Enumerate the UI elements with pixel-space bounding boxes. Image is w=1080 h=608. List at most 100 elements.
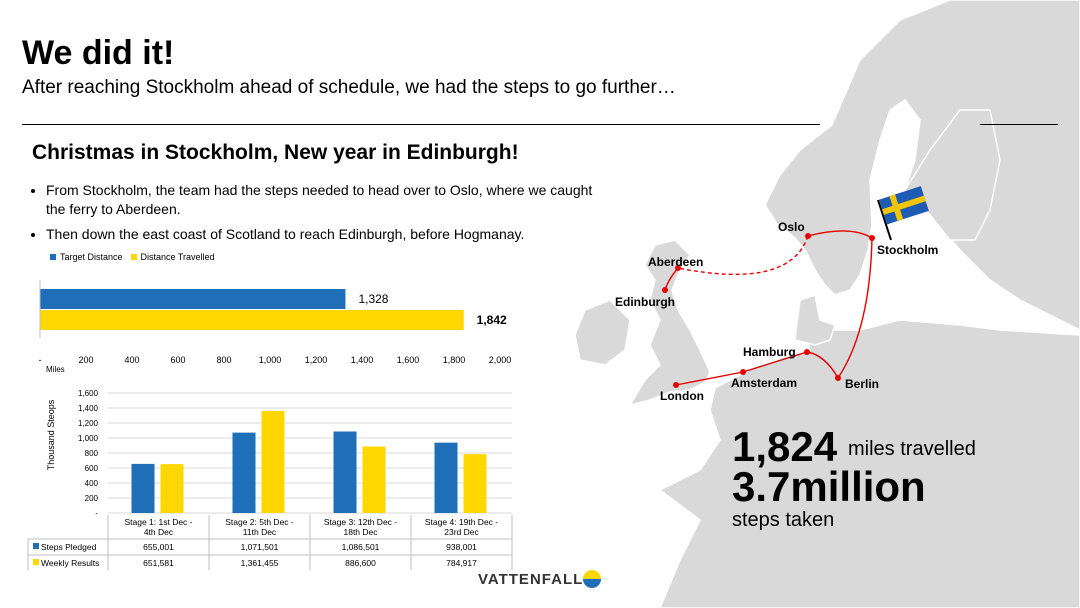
distance-legend: Target Distance Distance Travelled: [50, 252, 215, 262]
table-cell-value: 886,600: [345, 558, 376, 568]
distance-bar-target: [40, 289, 346, 309]
steps-label: steps taken: [732, 509, 835, 531]
legend-swatch-travelled: [130, 254, 137, 260]
distance-tick-label: 600: [170, 355, 185, 365]
vattenfall-logo-icon: [583, 570, 601, 588]
steps-tick-label: 400: [85, 479, 99, 488]
distance-tick-label: 1,600: [397, 355, 420, 365]
marker-stockholm: [869, 235, 875, 241]
steps-tick-label: 1,000: [78, 434, 99, 443]
table-cell-value: 784,917: [446, 558, 477, 568]
category-label: 4th Dec: [144, 527, 174, 537]
table-cell-value: 651,581: [143, 558, 174, 568]
distance-tick-label: 1,800: [443, 355, 466, 365]
marker-edinburgh: [662, 287, 668, 293]
marker-amsterdam: [740, 369, 746, 375]
land-great-britain: [628, 239, 711, 407]
land-denmark: [794, 294, 836, 346]
marker-berlin: [835, 375, 841, 381]
steps-tick-label: 200: [85, 494, 99, 503]
table-cell-value: 1,086,501: [342, 542, 380, 552]
table-cell-value: 938,001: [446, 542, 477, 552]
city-label-oslo: Oslo: [778, 220, 805, 234]
category-label: Stage 3: 12th Dec -: [324, 517, 397, 527]
marker-aberdeen: [675, 265, 681, 271]
distance-tick-label: 1,400: [351, 355, 374, 365]
distance-bar-travelled: [40, 310, 464, 330]
table-series-name: Weekly Results: [41, 558, 99, 568]
steps-bar: [333, 431, 357, 513]
miles-label: miles travelled: [848, 438, 976, 460]
steps-tick-label: -: [95, 509, 98, 518]
steps-tick-label: 1,200: [78, 419, 99, 428]
category-label: 23rd Dec: [444, 527, 479, 537]
steps-bar: [434, 442, 458, 513]
category-label: Stage 2: 5th Dec -: [225, 517, 294, 527]
city-label-aberdeen: Aberdeen: [648, 255, 704, 269]
city-label-edinburgh: Edinburgh: [615, 295, 675, 309]
land-ireland: [574, 299, 631, 366]
page-subtitle: After reaching Stockholm ahead of schedu…: [22, 77, 676, 98]
distance-data-label: 1,328: [358, 292, 388, 306]
table-legend-swatch: [33, 559, 39, 565]
steps-tick-label: 800: [85, 449, 99, 458]
distance-data-label: 1,842: [477, 313, 507, 327]
distance-tick-label: 1,200: [305, 355, 328, 365]
legend-label-target: Target Distance: [60, 252, 123, 262]
legend-label-travelled: Distance Travelled: [140, 252, 215, 262]
steps-bar: [232, 432, 256, 513]
steps-bar: [362, 446, 386, 513]
category-label: Stage 1: 1st Dec -: [124, 517, 192, 527]
category-label: 18th Dec: [343, 527, 378, 537]
distance-tick-label: -: [39, 355, 42, 365]
steps-bar: [261, 410, 285, 513]
distance-tick-label: 800: [216, 355, 231, 365]
marker-hamburg: [804, 349, 810, 355]
steps-tick-label: 1,400: [78, 404, 99, 413]
header-divider-right: [980, 124, 1058, 125]
route-berlin-hamburg: [806, 351, 839, 379]
city-label-hamburg: Hamburg: [743, 345, 796, 359]
table-cell-value: 1,361,455: [241, 558, 279, 568]
steps-tick-label: 1,600: [78, 389, 99, 398]
land-continent: [658, 319, 1080, 608]
route-oslo-aberdeen: [677, 235, 809, 276]
distance-axis-label: Miles: [46, 365, 65, 374]
table-legend-swatch: [33, 543, 39, 549]
distance-tick-label: 400: [124, 355, 139, 365]
category-label: Stage 4: 19th Dec -: [425, 517, 498, 527]
route-stockholm-oslo: [807, 230, 873, 239]
brand-name: VATTENFALL: [478, 571, 584, 588]
bullet-item: Then down the east coast of Scotland to …: [46, 225, 606, 244]
steps-bar: [160, 464, 184, 513]
sweden-flag-icon: [877, 186, 929, 241]
steps-bar: [131, 463, 155, 513]
table-cell-value: 1,071,501: [241, 542, 279, 552]
distance-tick-label: 200: [78, 355, 93, 365]
city-markers: [662, 233, 875, 388]
steps-value: 3.7million: [732, 463, 926, 510]
page-title: We did it!: [22, 34, 175, 72]
category-label: 11th Dec: [243, 527, 277, 537]
steps-tick-label: 600: [85, 464, 99, 473]
distance-bar-chart: 1,328 1,842 - 200 400 600 800 1,000 1,200 1,400 1,…: [39, 280, 512, 365]
table-series-name: Steps Pledged: [41, 542, 97, 552]
distance-tick-label: 1,000: [259, 355, 282, 365]
bullet-item: From Stockholm, the team had the steps n…: [46, 181, 606, 219]
marker-oslo: [805, 233, 811, 239]
bullet-list: From Stockholm, the team had the steps n…: [30, 181, 606, 250]
city-label-london: London: [660, 389, 704, 403]
city-label-berlin: Berlin: [845, 377, 880, 391]
steps-bar: [463, 454, 487, 513]
table-cell-value: 655,001: [143, 542, 174, 552]
marker-london: [673, 382, 679, 388]
route-stockholm-berlin: [837, 237, 873, 379]
distance-tick-label: 2,000: [489, 355, 512, 365]
land-masses: [574, 0, 1080, 608]
city-label-amsterdam: Amsterdam: [731, 376, 798, 390]
legend-swatch-target: [50, 254, 56, 260]
miles-value: 1,824: [732, 423, 838, 470]
land-finland: [904, 109, 1001, 241]
city-label-stockholm: Stockholm: [877, 243, 939, 257]
